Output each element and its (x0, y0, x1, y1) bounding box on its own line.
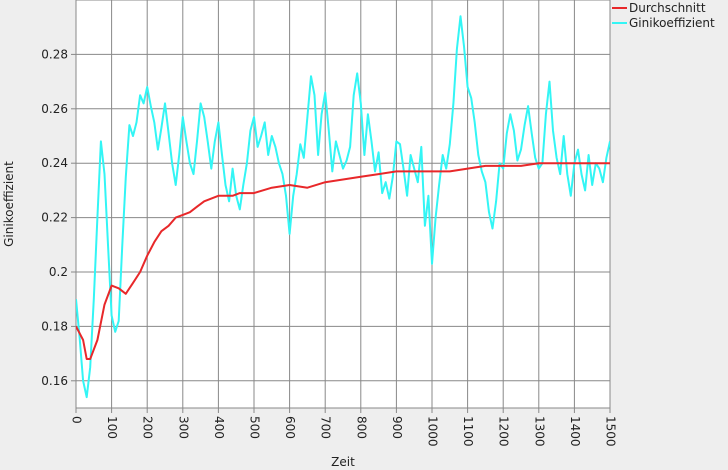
y-axis-label: Ginikoeffizient (2, 161, 16, 247)
x-tick-label: 800 (354, 416, 368, 439)
y-tick-label: 0.22 (41, 211, 68, 225)
x-tick-label: 500 (248, 416, 262, 439)
x-tick-label: 1300 (532, 416, 546, 447)
x-tick-label: 900 (390, 416, 404, 439)
legend-label: Ginikoeffizient (629, 16, 715, 30)
x-tick-label: 0 (70, 416, 84, 424)
plot-area (75, 0, 611, 409)
series-line-ginikoeffizient (76, 15, 610, 399)
y-tick-label: 0.24 (41, 156, 68, 170)
y-tick-label: 0.26 (41, 102, 68, 116)
x-tick-label: 1000 (426, 416, 440, 447)
x-tick-label: 1200 (497, 416, 511, 447)
y-tick-label: 0.16 (41, 374, 68, 388)
y-tick-label: 0.2 (49, 265, 68, 279)
legend-label: Durchschnitt (629, 1, 706, 15)
x-tick-labels: 0 100 200 300 400 500 600 700 800 900 1000 1100 1200… (70, 416, 618, 447)
x-tick-label: 100 (105, 416, 119, 439)
x-tick-label: 700 (319, 416, 333, 439)
series-line-durchschnitt (76, 162, 610, 360)
legend-item: Ginikoeffizient (612, 16, 715, 30)
y-tick-labels: 0.16 0.18 0.2 0.22 0.24 0.26 0.28 (41, 47, 68, 387)
y-tick-label: 0.18 (41, 319, 68, 333)
x-axis-label: Zeit (331, 455, 355, 469)
x-tick-label: 300 (176, 416, 190, 439)
y-tick-label: 0.28 (41, 47, 68, 61)
x-tick-label: 600 (283, 416, 297, 439)
legend-item: Durchschnitt (612, 1, 706, 15)
grid-lines (71, 0, 611, 413)
series-lines (76, 15, 610, 399)
x-tick-label: 1400 (568, 416, 582, 447)
x-tick-label: 1500 (604, 416, 618, 447)
x-tick-label: 1100 (461, 416, 475, 447)
x-tick-label: 200 (141, 416, 155, 439)
x-tick-label: 400 (212, 416, 226, 439)
